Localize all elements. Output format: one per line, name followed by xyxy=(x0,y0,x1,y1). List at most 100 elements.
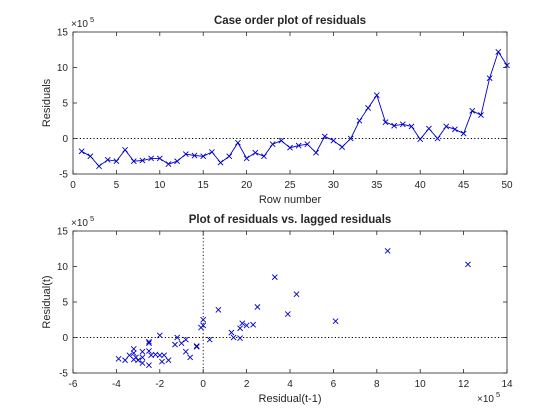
data-point-marker xyxy=(417,136,424,143)
data-point-marker xyxy=(339,144,345,150)
data-point-marker xyxy=(139,157,146,164)
data-point-marker xyxy=(425,125,432,132)
x-tick-label: 45 xyxy=(458,180,470,191)
data-point-marker xyxy=(269,141,276,148)
data-point-marker xyxy=(178,340,185,347)
data-point-marker xyxy=(87,153,94,160)
data-point-marker xyxy=(148,155,155,162)
data-point-marker xyxy=(146,338,152,345)
axes-box xyxy=(72,31,508,175)
data-point-marker xyxy=(460,130,467,137)
y-axis-label: Residual(t) xyxy=(41,275,53,328)
data-point-marker xyxy=(495,48,502,55)
x-tick-label: 14 xyxy=(501,379,513,390)
y-tick-label: -5 xyxy=(59,170,68,181)
data-point-marker xyxy=(347,135,354,142)
y-tick-label: 0 xyxy=(62,134,68,145)
data-point-marker xyxy=(271,274,278,281)
y-multiplier-exponent: 5 xyxy=(90,15,94,24)
data-point-marker xyxy=(139,348,146,355)
x-tick-label: 30 xyxy=(328,180,340,191)
data-point-marker xyxy=(382,119,389,126)
x-tick-label: 15 xyxy=(198,180,210,191)
x-tick-label: 20 xyxy=(241,180,253,191)
data-point-marker xyxy=(159,358,165,365)
x-tick-label: 50 xyxy=(501,180,513,191)
x-tick-label: 10 xyxy=(154,180,166,191)
data-point-marker xyxy=(139,360,146,366)
data-point-marker xyxy=(200,316,207,323)
y-tick-label: 0 xyxy=(62,333,68,344)
data-point-marker xyxy=(156,155,163,162)
data-point-marker xyxy=(165,357,172,364)
data-point-marker xyxy=(399,121,406,128)
y-tick-label: 5 xyxy=(62,99,68,110)
x-tick-label: 8 xyxy=(374,379,380,390)
data-point-marker xyxy=(146,362,152,369)
data-point-marker xyxy=(313,149,319,156)
data-point-marker xyxy=(226,153,233,160)
data-point-marker xyxy=(193,343,200,349)
data-point-marker xyxy=(321,133,328,140)
x-tick-label: -4 xyxy=(112,379,121,390)
data-point-marker xyxy=(261,153,267,160)
data-point-marker xyxy=(373,92,380,99)
x-axis-label: Residual(t-1) xyxy=(259,393,322,405)
x-tick-label: 10 xyxy=(415,379,427,390)
data-point-marker xyxy=(156,332,163,339)
y-axis-label: Residuals xyxy=(41,78,53,127)
data-point-marker xyxy=(156,352,163,359)
x-tick-label: 5 xyxy=(114,180,120,191)
data-point-marker xyxy=(200,322,207,329)
y-tick-label: 5 xyxy=(62,298,68,309)
data-point-marker xyxy=(126,352,133,359)
data-point-marker xyxy=(504,62,510,69)
data-point-marker xyxy=(96,163,102,170)
data-point-marker xyxy=(130,158,137,165)
data-point-marker xyxy=(332,318,339,325)
x-multiplier-exponent: 5 xyxy=(496,390,500,399)
y-multiplier: ×10 xyxy=(71,218,88,229)
data-point-marker xyxy=(408,123,415,130)
data-point-marker xyxy=(243,322,250,329)
data-point-marker xyxy=(330,137,337,144)
data-point-marker xyxy=(237,325,244,332)
data-point-marker xyxy=(130,345,137,352)
data-point-marker xyxy=(182,336,189,343)
y-multiplier-exponent: 5 xyxy=(90,214,94,223)
data-point-marker xyxy=(148,352,155,359)
data-point-marker xyxy=(113,158,120,165)
axes-box xyxy=(72,230,508,374)
data-point-marker xyxy=(139,354,146,361)
data-point-marker xyxy=(284,311,291,317)
data-point-marker xyxy=(146,348,152,354)
y-multiplier: ×10 xyxy=(71,19,88,30)
data-point-marker xyxy=(287,144,293,151)
data-point-marker xyxy=(191,152,198,159)
data-point-marker xyxy=(122,146,128,153)
data-point-marker xyxy=(200,153,207,160)
x-tick-label: 4 xyxy=(287,379,293,390)
data-point-marker xyxy=(254,304,261,310)
data-point-marker xyxy=(172,341,178,348)
data-point-marker xyxy=(78,148,85,155)
data-point-marker xyxy=(165,161,172,167)
data-point-marker xyxy=(104,156,111,163)
data-point-marker xyxy=(391,122,398,129)
data-point-marker xyxy=(130,350,137,357)
data-point-marker xyxy=(486,75,493,82)
data-point-marker xyxy=(174,158,181,165)
data-point-marker xyxy=(217,159,224,166)
data-point-marker xyxy=(295,142,302,149)
x-tick-label: -2 xyxy=(155,379,164,390)
data-point-marker xyxy=(434,135,441,142)
x-tick-label: 0 xyxy=(70,180,76,191)
y-tick-label: 15 xyxy=(57,28,69,39)
x-axis-label: Row number xyxy=(259,194,322,206)
data-point-marker xyxy=(208,149,215,155)
data-point-marker xyxy=(278,137,285,144)
data-point-marker xyxy=(122,357,128,364)
y-tick-label: 15 xyxy=(57,227,69,238)
